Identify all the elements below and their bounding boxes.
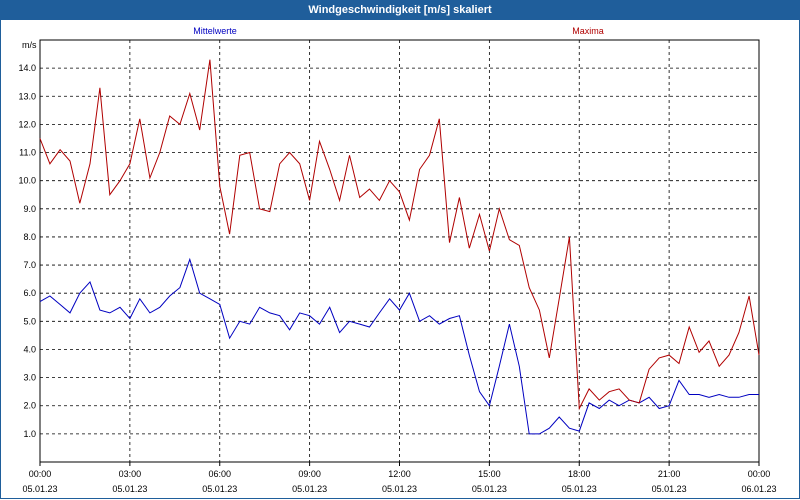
y-tick-label: 12.0 (18, 119, 36, 129)
x-tick-time: 18:00 (568, 469, 591, 479)
y-tick-label: 9.0 (23, 204, 36, 214)
x-tick-time: 00:00 (748, 469, 771, 479)
x-tick-date: 05.01.23 (22, 484, 57, 494)
legend-mittelwerte: Mittelwerte (193, 26, 237, 36)
x-tick-date: 06.01.23 (741, 484, 776, 494)
y-tick-label: 8.0 (23, 232, 36, 242)
y-tick-label: 11.0 (19, 148, 36, 158)
x-tick-time: 03:00 (119, 469, 142, 479)
x-tick-date: 05.01.23 (472, 484, 507, 494)
y-tick-label: 2.0 (23, 401, 36, 411)
x-tick-time: 15:00 (478, 469, 501, 479)
x-tick-date: 05.01.23 (292, 484, 327, 494)
legend-maxima: Maxima (572, 26, 604, 36)
y-tick-label: 6.0 (23, 288, 36, 298)
y-unit-label: m/s (22, 40, 37, 50)
y-tick-label: 4.0 (23, 344, 36, 354)
series-line-maxima (39, 59, 760, 411)
series-lines (39, 59, 760, 435)
y-tick-label: 14.0 (18, 63, 36, 73)
x-tick-date: 05.01.23 (112, 484, 147, 494)
y-tick-labels: 1.0 2.0 3.0 4.0 5.0 6.0 7.0 8.0 9.0 10.0 11.0 12.0 1… (18, 63, 36, 439)
x-tick-time: 12:00 (388, 469, 411, 479)
y-tick-label: 5.0 (23, 316, 36, 326)
x-tick-date: 05.01.23 (652, 484, 687, 494)
y-tick-label: 3.0 (23, 373, 36, 383)
x-tick-time: 21:00 (658, 469, 681, 479)
x-tick-labels: 00:00 05.01.23 03:00 05.01.23 06:00 05.01.23 0… (22, 469, 776, 494)
chart-title: Windgeschwindigkeit [m/s] skaliert (0, 0, 800, 20)
x-tick-date: 05.01.23 (382, 484, 417, 494)
x-tick-time: 09:00 (298, 469, 321, 479)
y-tick-label: 13.0 (18, 91, 36, 101)
x-tick-date: 05.01.23 (562, 484, 597, 494)
x-tick-date: 05.01.23 (202, 484, 237, 494)
x-tick-time: 06:00 (208, 469, 231, 479)
y-tick-label: 1.0 (23, 429, 36, 439)
y-tick-label: 7.0 (23, 260, 36, 270)
x-tick-time: 00:00 (29, 469, 52, 479)
y-tick-label: 10.0 (18, 176, 36, 186)
